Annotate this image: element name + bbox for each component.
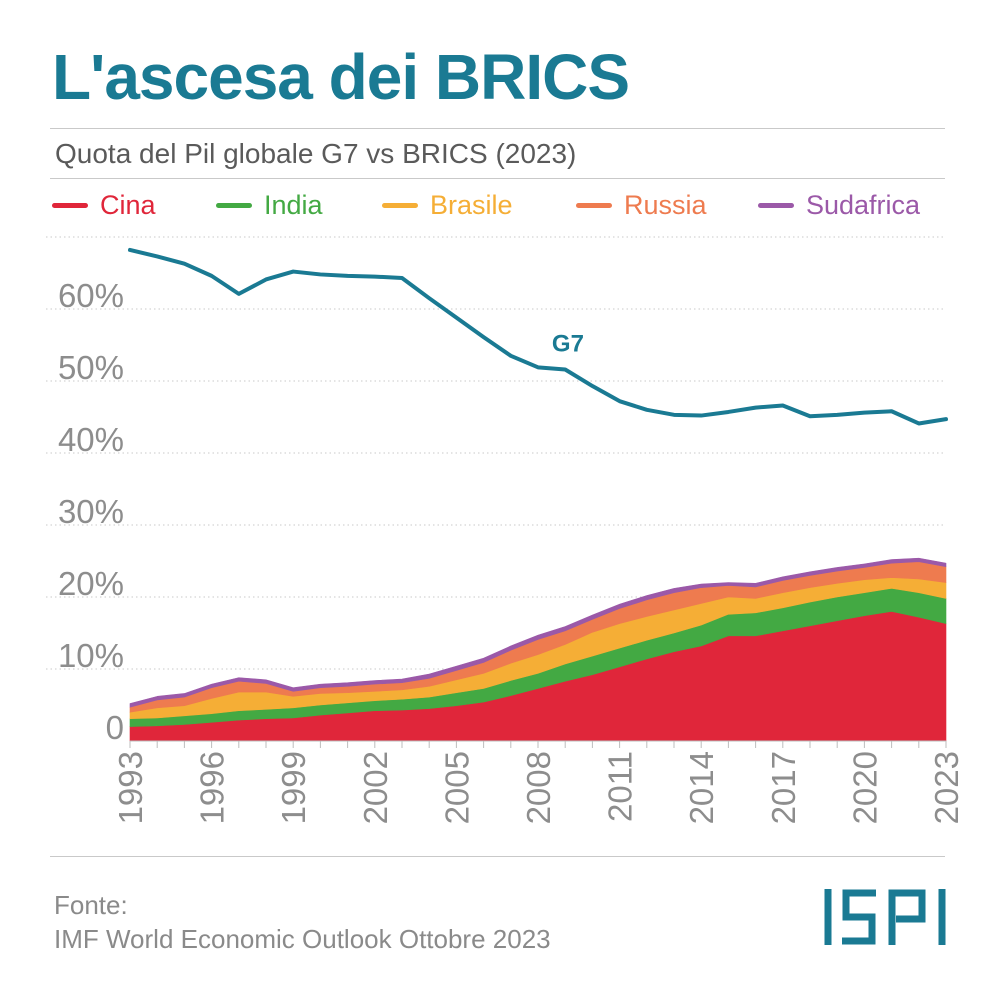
line-layer <box>128 247 948 426</box>
label-layer: 0 10% 20% 30% 40% 50% 60% G7 1993 1996 1999 2002 200… <box>58 277 965 824</box>
legend-item-cina: Cina <box>52 190 156 221</box>
x-tick-label: 2023 <box>928 751 965 824</box>
source-note: Fonte: IMF World Economic Outlook Ottobr… <box>54 888 551 956</box>
legend-label-india: India <box>264 190 323 220</box>
x-tick-label: 2002 <box>357 751 394 824</box>
label-g7: G7 <box>552 330 584 357</box>
legend-label-cina: Cina <box>100 190 156 220</box>
y-tick-label: 60% <box>58 277 124 314</box>
legend-item-brasile: Brasile <box>382 190 513 221</box>
legend-swatch-sudafrica <box>758 203 794 208</box>
legend-swatch-brasile <box>382 203 418 208</box>
x-tick-label: 2005 <box>438 751 475 824</box>
x-tick-label: 2008 <box>520 751 557 824</box>
grid-layer <box>46 236 946 670</box>
ispi-logo <box>824 889 946 945</box>
source-text: IMF World Economic Outlook Ottobre 2023 <box>54 924 551 954</box>
y-tick-label: 30% <box>58 493 124 530</box>
y-tick-label: 20% <box>58 565 124 602</box>
y-tick-label: 50% <box>58 349 124 386</box>
title-divider <box>50 128 945 129</box>
legend-item-india: India <box>216 190 323 221</box>
legend-label-sudafrica: Sudafrica <box>806 190 921 220</box>
area-sudafrica <box>129 557 947 708</box>
legend-swatch-cina <box>52 203 88 208</box>
legend-label-russia: Russia <box>624 190 707 220</box>
x-tick-label: 1996 <box>194 751 231 824</box>
y-tick-label: 10% <box>58 637 124 674</box>
x-tick-label: 1993 <box>112 751 149 824</box>
x-tick-label: 2011 <box>602 751 639 822</box>
y-tick-label: 0 <box>106 709 124 746</box>
subtitle-divider <box>50 178 945 179</box>
stacked-area-chart: 0 10% 20% 30% 40% 50% 60% G7 1993 1996 1999 2002 200… <box>46 236 965 824</box>
chart-legend: Cina India Brasile Russia Sudafrica <box>52 190 952 226</box>
x-tick-label: 2014 <box>683 751 720 824</box>
x-tick-label: 2020 <box>846 751 883 824</box>
area-layer <box>129 557 947 742</box>
chart-title: L'ascesa dei BRICS <box>52 41 630 113</box>
legend-swatch-russia <box>576 203 612 208</box>
source-label: Fonte: <box>54 890 128 920</box>
legend-item-russia: Russia <box>576 190 707 221</box>
legend-item-sudafrica: Sudafrica <box>758 190 920 221</box>
legend-label-brasile: Brasile <box>430 190 513 220</box>
axis-layer <box>129 740 947 748</box>
x-tick-label: 2017 <box>765 751 802 824</box>
footer-divider <box>50 856 945 857</box>
y-tick-label: 40% <box>58 421 124 458</box>
line-g7 <box>128 247 948 426</box>
x-tick-label: 1999 <box>275 751 312 824</box>
legend-swatch-india <box>216 203 252 208</box>
chart-subtitle: Quota del Pil globale G7 vs BRICS (2023) <box>55 138 577 169</box>
